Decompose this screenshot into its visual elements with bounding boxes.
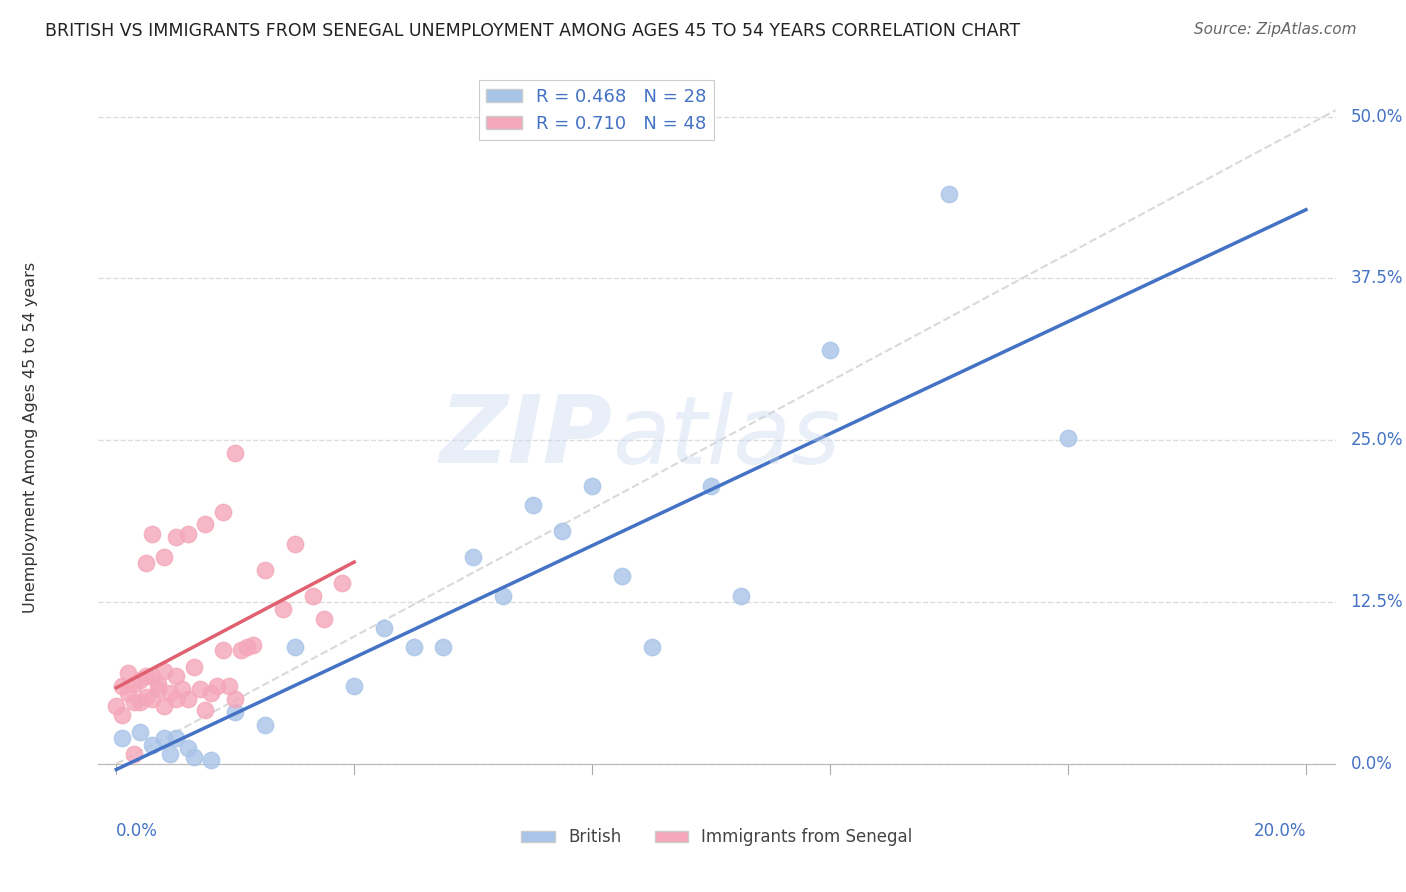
Point [111,731,134,745]
Point [159,747,181,761]
Point [165,669,187,683]
Text: 25.0%: 25.0% [1351,432,1403,450]
Point [314,612,336,626]
Point [141,669,163,683]
Point [122,676,145,690]
Point [373,621,395,635]
Point [159,686,181,700]
Point [402,640,425,655]
Point [122,695,145,709]
Point [284,640,307,655]
Point [224,446,246,460]
Point [207,679,229,693]
Text: ZIP: ZIP [439,391,612,483]
Point [231,643,253,657]
Point [141,526,163,541]
Legend: British, Immigrants from Senegal: British, Immigrants from Senegal [515,822,920,853]
Point [129,673,152,687]
Point [122,747,145,761]
Point [1057,431,1080,445]
Point [200,686,222,700]
Point [551,524,574,538]
Text: 50.0%: 50.0% [1351,108,1403,126]
Point [153,549,176,564]
Point [176,692,198,706]
Point [224,705,246,719]
Text: 0.0%: 0.0% [117,822,157,840]
Text: BRITISH VS IMMIGRANTS FROM SENEGAL UNEMPLOYMENT AMONG AGES 45 TO 54 YEARS CORREL: BRITISH VS IMMIGRANTS FROM SENEGAL UNEMP… [45,22,1021,40]
Point [218,679,240,693]
Text: 12.5%: 12.5% [1351,593,1403,611]
Point [818,343,841,357]
Point [146,681,169,696]
Point [135,690,157,704]
Point [200,753,222,767]
Point [117,666,139,681]
Point [165,731,187,745]
Point [111,679,134,693]
Point [730,589,752,603]
Text: atlas: atlas [612,392,841,483]
Point [135,557,157,571]
Point [253,563,276,577]
Point [343,679,366,693]
Point [188,681,211,696]
Text: Source: ZipAtlas.com: Source: ZipAtlas.com [1194,22,1357,37]
Point [301,589,323,603]
Point [183,660,205,674]
Point [284,537,307,551]
Point [117,686,139,700]
Point [212,643,235,657]
Text: 20.0%: 20.0% [1254,822,1306,840]
Point [165,530,187,544]
Point [700,478,723,492]
Point [492,589,515,603]
Point [165,692,187,706]
Point [242,638,264,652]
Point [146,676,169,690]
Point [111,707,134,722]
Point [522,498,544,512]
Point [135,669,157,683]
Point [938,187,960,202]
Point [153,698,176,713]
Point [224,692,246,706]
Point [105,698,128,713]
Text: 0.0%: 0.0% [1351,755,1392,773]
Point [141,692,163,706]
Point [170,681,193,696]
Point [141,738,163,752]
Point [153,731,176,745]
Point [176,741,198,756]
Point [236,640,259,655]
Point [581,478,603,492]
Point [194,703,217,717]
Text: 37.5%: 37.5% [1351,269,1403,287]
Point [610,569,633,583]
Point [271,601,294,615]
Point [176,526,198,541]
Point [153,664,176,678]
Point [330,575,353,590]
Point [253,718,276,732]
Point [183,750,205,764]
Text: Unemployment Among Ages 45 to 54 years: Unemployment Among Ages 45 to 54 years [22,261,38,613]
Point [432,640,454,655]
Point [640,640,662,655]
Point [212,504,235,518]
Point [194,517,217,532]
Point [129,724,152,739]
Point [463,549,485,564]
Point [129,695,152,709]
